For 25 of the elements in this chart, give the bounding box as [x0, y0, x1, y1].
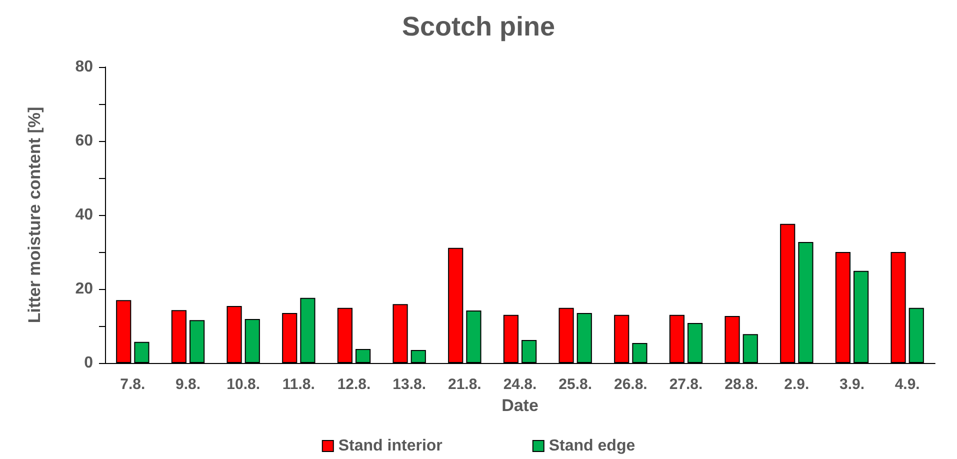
x-tick-label: 9.8.: [175, 376, 201, 393]
x-tick-label: 4.9.: [894, 376, 920, 393]
x-tick-label: 10.8.: [226, 376, 260, 393]
x-tick-label: 2.9.: [784, 376, 810, 393]
y-axis-title: Litter moisture content [%]: [25, 106, 44, 324]
y-tick-label: 0: [84, 354, 94, 372]
x-axis-title: Date: [502, 396, 538, 415]
y-tick-label: 40: [75, 206, 94, 224]
x-tick-label: 13.8.: [392, 376, 426, 393]
y-tick-label: 20: [75, 280, 94, 298]
x-tick-label: 26.8.: [614, 376, 648, 393]
y-tick-label: 80: [75, 58, 94, 76]
y-tick-label: 60: [75, 132, 94, 150]
x-tick-label: 21.8.: [448, 376, 482, 393]
x-tick-label: 3.9.: [839, 376, 865, 393]
x-tick-label: 7.8.: [120, 376, 146, 393]
x-tick-label: 28.8.: [724, 376, 758, 393]
x-tick-label: 25.8.: [558, 376, 592, 393]
x-tick-label: 12.8.: [337, 376, 371, 393]
chart-title: Scotch pine: [402, 12, 556, 42]
x-tick-label: 24.8.: [503, 376, 537, 393]
x-tick-label: 11.8.: [282, 376, 315, 393]
x-tick-label: 27.8.: [669, 376, 703, 393]
legend-label: Stand edge: [548, 438, 636, 454]
legend-label: Stand interior: [338, 438, 442, 454]
